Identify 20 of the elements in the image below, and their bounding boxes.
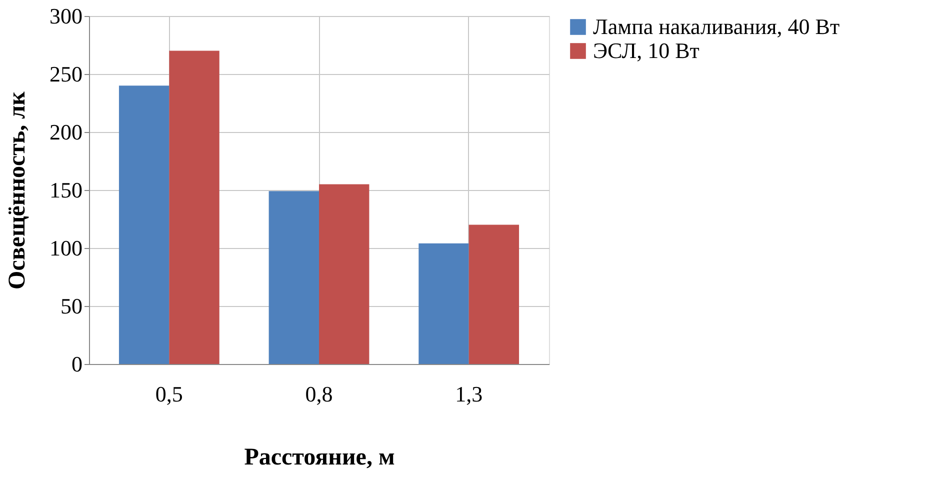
x-tick-label: 1,3 bbox=[455, 382, 483, 406]
y-tick-label: 0 bbox=[72, 352, 82, 376]
bar bbox=[468, 224, 520, 364]
x-tick-label: 0,8 bbox=[305, 382, 333, 406]
bar bbox=[268, 191, 319, 364]
bar bbox=[118, 86, 170, 364]
y-axis-title: Освещённость, лк bbox=[4, 91, 30, 290]
x-axis-title: Расстояние, м bbox=[244, 444, 395, 470]
bar bbox=[169, 50, 220, 364]
y-tick-label: 100 bbox=[50, 236, 82, 260]
y-tick-label: 300 bbox=[50, 4, 82, 28]
y-tick-label: 50 bbox=[60, 294, 82, 318]
legend-label: ЭСЛ, 10 Вт bbox=[593, 38, 700, 63]
y-tick-label: 200 bbox=[50, 120, 82, 144]
y-tick-label: 150 bbox=[50, 178, 82, 202]
x-tick-label: 0,5 bbox=[155, 382, 183, 406]
bar bbox=[319, 184, 370, 364]
y-tick-label: 250 bbox=[50, 62, 82, 86]
legend-label: Лампа накаливания, 40 Вт bbox=[593, 14, 840, 39]
bar bbox=[418, 243, 469, 364]
